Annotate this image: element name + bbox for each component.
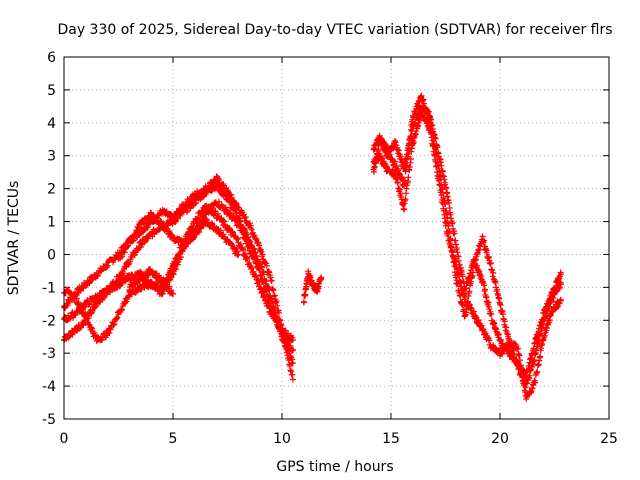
- y-tick-label: -4: [42, 379, 56, 395]
- x-tick-label: 15: [382, 431, 400, 447]
- series-pass-5: [115, 209, 242, 262]
- x-tick-label: 25: [600, 431, 618, 447]
- series-pass-9: [370, 103, 564, 380]
- y-tick-label: 2: [47, 182, 56, 198]
- series-pass-6: [126, 266, 176, 297]
- x-tick-label: 0: [60, 431, 69, 447]
- series-pass-7: [300, 268, 325, 306]
- grid: [64, 57, 609, 419]
- y-tick-label: -1: [42, 280, 56, 296]
- plot-frame: [63, 56, 610, 420]
- series-pass-10: [370, 110, 564, 402]
- chart-title: Day 330 of 2025, Sidereal Day-to-day VTE…: [57, 22, 612, 38]
- x-tick-label: 10: [273, 431, 291, 447]
- data-point-markers: [115, 209, 242, 262]
- data-point-markers: [300, 268, 325, 306]
- y-tick-label: 0: [47, 247, 56, 263]
- data-point-markers: [370, 103, 564, 380]
- y-tick-label: 3: [47, 149, 56, 165]
- y-tick-label: 1: [47, 215, 56, 231]
- y-tick-label: 4: [47, 116, 56, 132]
- y-axis-label: SDTVAR / TECUs: [6, 181, 22, 296]
- y-tick-label: -2: [42, 313, 56, 329]
- y-tick-label: 6: [47, 50, 56, 66]
- x-axis-label: GPS time / hours: [276, 459, 393, 475]
- data-marks: [61, 92, 564, 402]
- y-tick-label: -3: [42, 346, 56, 362]
- y-tick-label: -5: [42, 412, 56, 428]
- y-tick-label: 5: [47, 83, 56, 99]
- x-tick-label: 20: [491, 431, 509, 447]
- x-tick-label: 5: [169, 431, 178, 447]
- data-point-markers: [126, 266, 176, 297]
- data-point-markers: [370, 110, 564, 402]
